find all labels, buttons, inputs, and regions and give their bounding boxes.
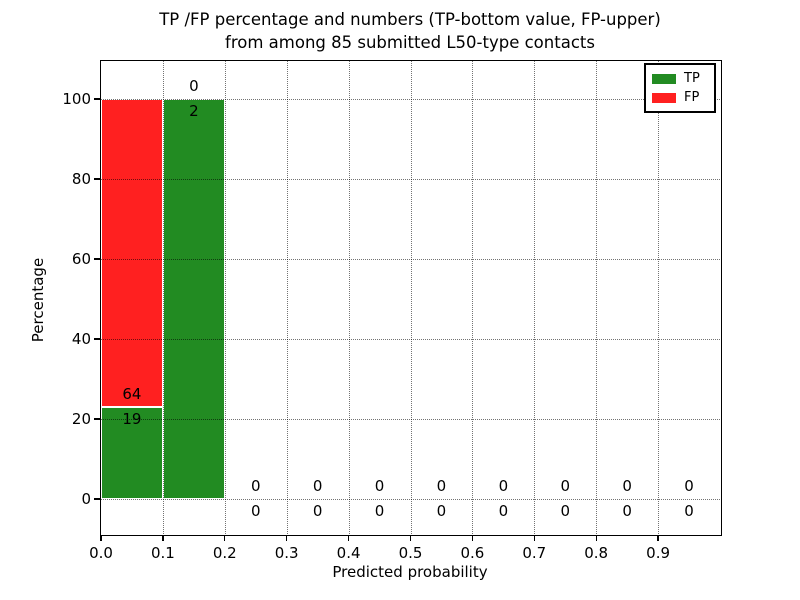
y-tick-mark	[94, 258, 101, 260]
chart-title-line1: TP /FP percentage and numbers (TP-bottom…	[159, 10, 661, 29]
x-gridline	[472, 61, 474, 534]
tp-count-label: 0	[436, 502, 447, 520]
y-tick-label: 60	[71, 250, 91, 268]
x-tick-mark	[595, 535, 597, 541]
tp-count-label: 0	[560, 502, 571, 520]
fp-legend-swatch	[652, 92, 676, 103]
tp-count-label: 0	[684, 502, 694, 520]
x-tick-label: 0.5	[398, 544, 423, 562]
fp-legend-label: FP	[684, 90, 700, 105]
x-gridline	[286, 61, 288, 534]
fp-count-label: 0	[622, 477, 632, 495]
x-tick-label: 0.1	[150, 544, 175, 562]
legend-entry-fp: FP	[652, 88, 708, 107]
y-tick-mark	[94, 178, 101, 180]
x-tick-mark	[162, 535, 164, 541]
y-tick-label: 100	[62, 90, 91, 108]
x-tick-mark	[347, 535, 350, 541]
fp-count-label: 0	[250, 477, 261, 495]
x-tick-label: 0.4	[336, 544, 361, 562]
chart-title: TP /FP percentage and numbers (TP-bottom…	[100, 8, 720, 54]
x-tick-mark	[657, 535, 659, 541]
legend: TP FP	[644, 63, 716, 113]
x-tick-mark	[533, 535, 535, 541]
tp-bar	[101, 407, 163, 499]
fp-count-label: 0	[374, 477, 385, 495]
fp-bar	[101, 99, 163, 408]
y-tick-label: 20	[71, 410, 91, 428]
x-tick-label: 0.2	[212, 544, 237, 562]
tp-count-label: 19	[122, 410, 142, 429]
x-tick-label: 0.8	[584, 544, 609, 562]
tp-legend-label: TP	[684, 71, 700, 86]
fp-count-label: 0	[189, 77, 199, 95]
plot-area: TP FP 0 20 40 60 80 100 0.0 0.1 0.2 0.3 0.4 0.5 0.6 0…	[62, 59, 722, 562]
legend-entry-tp: TP	[652, 69, 708, 88]
x-tick-label: 0.7	[522, 544, 547, 562]
x-gridline	[224, 61, 226, 534]
x-gridline	[162, 61, 164, 534]
y-tick-mark	[94, 338, 101, 340]
x-tick-label: 0.0	[89, 544, 113, 562]
x-tick-label: 0.3	[274, 544, 299, 562]
fp-count-label: 64	[122, 385, 142, 404]
x-gridline	[348, 61, 350, 534]
fp-count-label: 0	[498, 477, 509, 495]
tp-count-label: 0	[250, 502, 261, 520]
tp-legend-swatch	[652, 73, 676, 84]
tp-bar	[162, 99, 225, 499]
x-axis-label: Predicted probability	[332, 563, 488, 581]
y-tick-mark	[94, 98, 101, 100]
x-gridline	[596, 61, 598, 534]
x-tick-label: 0.9	[646, 544, 671, 562]
tp-count-label: 0	[374, 502, 385, 520]
y-tick-label: 80	[71, 170, 91, 188]
chart-title-line2: from among 85 submitted L50-type contact…	[225, 33, 595, 52]
fp-count-label: 0	[560, 477, 571, 495]
y-tick-mark	[94, 418, 101, 420]
x-gridline	[658, 61, 660, 534]
y-tick-label: 40	[71, 330, 91, 348]
fp-count-label: 0	[436, 477, 447, 495]
x-tick-mark	[409, 535, 412, 541]
x-tick-mark	[286, 535, 288, 541]
tp-count-label: 0	[622, 502, 632, 520]
tp-count-label: 0	[498, 502, 509, 520]
x-gridline	[534, 61, 536, 534]
x-gridline	[410, 61, 412, 534]
y-tick-mark	[94, 498, 101, 500]
y-axis-label: Percentage	[29, 257, 47, 343]
tp-count-label: 2	[189, 102, 199, 120]
tp-count-label: 0	[312, 502, 323, 520]
x-tick-label: 0.6	[460, 544, 485, 562]
x-tick-mark	[471, 535, 474, 541]
y-tick-label: 0	[81, 490, 91, 508]
x-tick-mark	[224, 535, 226, 541]
fp-count-label: 0	[684, 477, 694, 495]
x-tick-mark	[100, 535, 102, 541]
fp-count-label: 0	[312, 477, 323, 495]
